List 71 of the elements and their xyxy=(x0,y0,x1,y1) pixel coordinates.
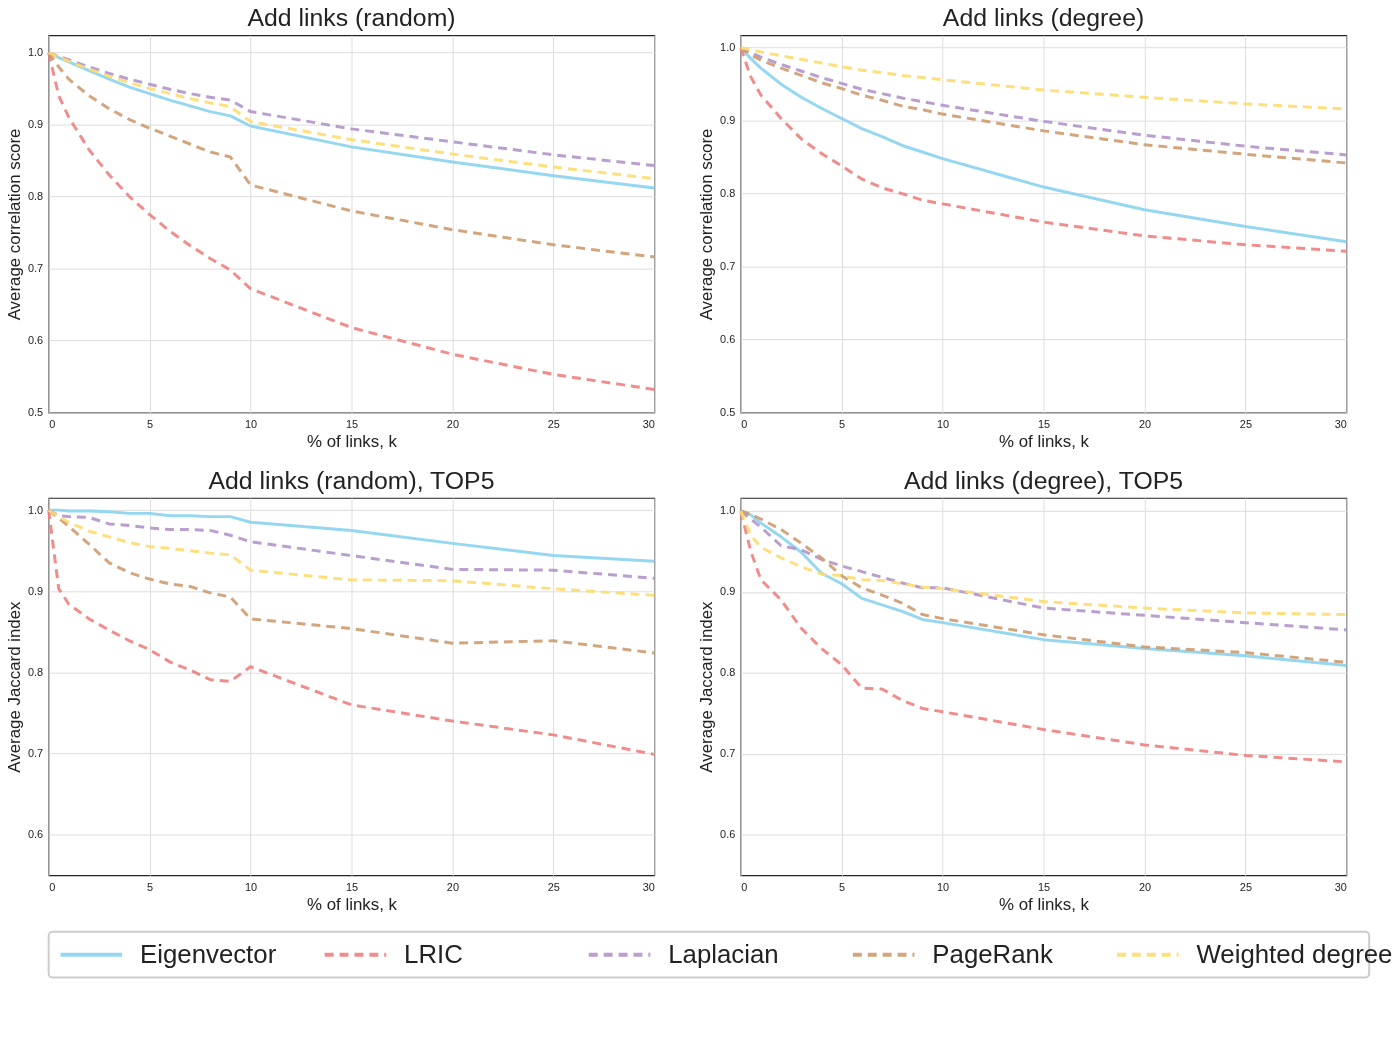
y-tick-label: 0.7 xyxy=(28,262,44,275)
y-tick-label: 0.5 xyxy=(720,406,736,419)
x-tick-label: 15 xyxy=(345,880,359,893)
chart-title: Add links (random), TOP5 xyxy=(208,467,495,495)
x-tick-label: 0 xyxy=(49,880,56,893)
chart-title: Add links (degree), TOP5 xyxy=(904,467,1184,495)
line-series xyxy=(47,508,656,580)
y-tick-label: 0.9 xyxy=(28,118,44,131)
legend-label: LRIC xyxy=(404,939,463,968)
y-tick-label: 0.7 xyxy=(720,260,736,273)
x-tick-label: 20 xyxy=(446,880,459,893)
x-tick-label: 15 xyxy=(1037,880,1051,893)
x-tick-label: 10 xyxy=(244,417,258,430)
y-tick-label: 0.9 xyxy=(720,585,736,598)
x-tick-label: 0 xyxy=(741,880,748,893)
x-tick-label: 25 xyxy=(1239,880,1252,893)
x-axis-title: % of links, k xyxy=(307,894,398,914)
legend-label: PageRank xyxy=(932,939,1053,968)
y-tick-label: 1.0 xyxy=(720,504,736,517)
chart-title: Add links (random) xyxy=(247,4,456,32)
x-tick-label: 30 xyxy=(642,417,655,430)
x-tick-label: 10 xyxy=(244,880,258,893)
x-axis-title: % of links, k xyxy=(307,431,398,451)
line-series xyxy=(47,508,656,597)
x-tick-label: 10 xyxy=(937,880,950,893)
y-tick-label: 0.7 xyxy=(720,747,736,760)
y-axis-title: Average Jaccard index xyxy=(5,600,25,773)
line-series xyxy=(47,51,656,259)
y-tick-label: 0.6 xyxy=(720,333,736,346)
y-tick-label: 1.0 xyxy=(720,41,736,54)
y-tick-label: 0.7 xyxy=(28,747,44,760)
legend-label: Eigenvector xyxy=(140,939,277,968)
chart-title: Add links (degree) xyxy=(942,4,1145,32)
x-tick-label: 25 xyxy=(547,880,560,893)
x-tick-label: 15 xyxy=(1037,417,1051,430)
x-tick-label: 5 xyxy=(839,417,846,430)
y-tick-label: 1.0 xyxy=(28,503,44,516)
y-tick-label: 0.5 xyxy=(28,406,44,419)
y-axis-title: Average correlation score xyxy=(697,128,717,321)
y-tick-label: 0.8 xyxy=(720,187,736,200)
x-axis-title: % of links, k xyxy=(999,431,1090,451)
x-tick-label: 20 xyxy=(1138,417,1152,430)
y-tick-label: 0.8 xyxy=(28,190,44,203)
y-tick-label: 0.9 xyxy=(720,114,736,127)
x-tick-label: 25 xyxy=(1239,417,1252,430)
x-tick-label: 30 xyxy=(642,880,655,893)
x-tick-label: 0 xyxy=(741,417,748,430)
y-tick-label: 0.8 xyxy=(28,665,44,678)
x-tick-label: 30 xyxy=(1334,880,1347,893)
x-tick-label: 20 xyxy=(446,417,459,430)
legend-label: Laplacian xyxy=(668,939,779,968)
x-tick-label: 10 xyxy=(937,417,950,430)
y-tick-label: 0.6 xyxy=(28,828,44,841)
x-tick-label: 20 xyxy=(1138,880,1152,893)
line-series xyxy=(47,508,656,756)
x-tick-label: 5 xyxy=(147,880,154,893)
y-tick-label: 0.6 xyxy=(28,334,44,347)
y-axis-title: Average correlation score xyxy=(5,128,25,321)
y-tick-label: 0.9 xyxy=(28,584,44,597)
y-axis-title: Average Jaccard index xyxy=(697,600,717,773)
x-tick-label: 5 xyxy=(147,417,154,430)
x-tick-label: 0 xyxy=(49,417,56,430)
x-tick-label: 5 xyxy=(839,880,846,893)
x-tick-label: 30 xyxy=(1334,417,1347,430)
x-axis-title: % of links, k xyxy=(999,894,1090,914)
y-tick-label: 1.0 xyxy=(28,46,44,59)
y-tick-label: 0.6 xyxy=(720,828,736,841)
y-tick-label: 0.8 xyxy=(720,666,736,679)
legend-label: Weighted degree xyxy=(1196,939,1393,968)
x-tick-label: 25 xyxy=(547,417,560,430)
x-tick-label: 15 xyxy=(345,417,359,430)
